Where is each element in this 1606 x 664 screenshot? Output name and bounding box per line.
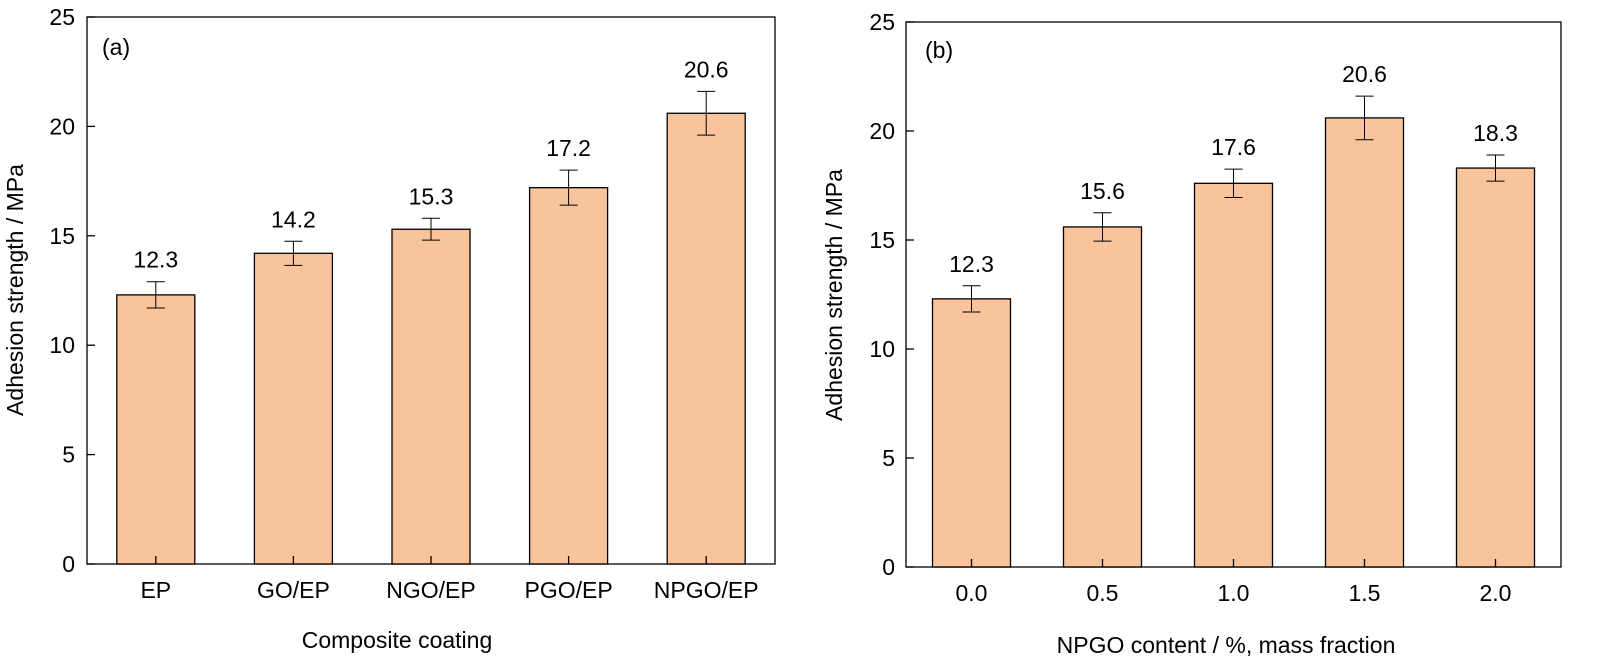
bar-b-0: [931, 298, 1012, 568]
error-bar-a-3: [559, 169, 578, 206]
chart-panel-a: 12.3 14.2 15.3 17.2 20.6 0 5 10 15 20 25 EP GO/EP N…: [2, 4, 776, 653]
x-tick-label-a-1: GO/EP: [257, 577, 330, 603]
bar-b-3: [1324, 117, 1405, 568]
error-bar-b-0: [962, 285, 981, 313]
x-tick-label-b-0: 0.0: [956, 580, 988, 606]
x-axis-title-b: NPGO content / %, mass fraction: [1057, 632, 1396, 658]
x-tick-label-a-3: PGO/EP: [524, 577, 612, 603]
data-labels-b: 12.3 15.6 17.6 20.6 18.3: [949, 61, 1518, 277]
y-axis-title-b: Adhesion strength / MPa: [821, 169, 847, 421]
y-axis-title-a: Adhesion strength / MPa: [2, 164, 28, 416]
y-tick-label-b: 5: [882, 445, 895, 471]
bar-a-3: [528, 187, 609, 565]
data-label-b-1: 15.6: [1080, 178, 1125, 204]
bar-a-4: [666, 112, 746, 565]
x-tick-label-a-2: NGO/EP: [386, 577, 475, 603]
x-tick-label-b-3: 1.5: [1349, 580, 1381, 606]
error-bars-b: [962, 95, 1505, 313]
y-tick-label-b: 0: [882, 554, 895, 580]
x-axis-title-a: Composite coating: [302, 627, 493, 653]
y-tick-label-a: 15: [49, 223, 75, 249]
y-tick-label-a: 0: [62, 551, 75, 577]
x-axis-ticks-b: 0.0 0.5 1.0 1.5 2.0: [956, 559, 1512, 606]
error-bar-b-1: [1093, 212, 1112, 242]
y-tick-label-b: 15: [869, 227, 895, 253]
y-tick-label-b: 10: [869, 336, 895, 362]
data-label-a-4: 20.6: [684, 56, 729, 82]
bar-b-4: [1455, 167, 1536, 568]
y-tick-label-a: 5: [62, 442, 75, 468]
data-label-a-3: 17.2: [546, 135, 591, 161]
error-bars-a: [146, 90, 716, 309]
y-tick-label-a: 25: [49, 4, 75, 30]
error-bar-a-1: [284, 240, 303, 266]
bars-b: [931, 117, 1536, 568]
bar-b-2: [1193, 182, 1274, 568]
y-axis-ticks-b: 0 5 10 15 20 25: [869, 9, 914, 580]
y-tick-label-b: 25: [869, 9, 895, 35]
x-tick-label-a-0: EP: [140, 577, 171, 603]
error-bar-b-2: [1224, 168, 1243, 198]
x-tick-label-b-1: 0.5: [1087, 580, 1119, 606]
error-bar-b-3: [1355, 95, 1374, 141]
error-bar-a-4: [697, 90, 716, 136]
bar-a-1: [253, 252, 334, 565]
x-tick-label-b-4: 2.0: [1480, 580, 1512, 606]
y-axis-ticks-a: 0 5 10 15 20 25: [49, 4, 95, 577]
x-axis-ticks-a: EP GO/EP NGO/EP PGO/EP NPGO/EP: [140, 556, 759, 603]
panel-label-b: (b): [925, 37, 953, 63]
panel-label-a: (a): [102, 34, 130, 60]
bar-a-2: [391, 228, 471, 565]
x-tick-label-a-4: NPGO/EP: [654, 577, 759, 603]
error-bar-b-4: [1486, 154, 1505, 182]
y-tick-label-b: 20: [869, 118, 895, 144]
data-label-b-4: 18.3: [1473, 120, 1518, 146]
data-label-b-3: 20.6: [1342, 61, 1387, 87]
error-bar-a-2: [422, 217, 440, 241]
y-tick-label-a: 20: [49, 113, 75, 139]
bars-a: [116, 112, 746, 565]
data-label-a-2: 15.3: [409, 183, 454, 209]
chart-panel-b: 12.3 15.6 17.6 20.6 18.3 0 5 10 15 20 25 0.0 0.5 1.…: [821, 9, 1562, 658]
data-labels-a: 12.3 14.2 15.3 17.2 20.6: [133, 56, 728, 272]
bar-a-0: [116, 294, 196, 565]
error-bar-a-0: [146, 281, 165, 309]
bar-b-1: [1062, 226, 1143, 568]
data-label-a-1: 14.2: [271, 206, 316, 232]
data-label-a-0: 12.3: [133, 247, 178, 273]
y-tick-label-a: 10: [49, 332, 75, 358]
data-label-b-0: 12.3: [949, 251, 994, 277]
x-tick-label-b-2: 1.0: [1218, 580, 1250, 606]
data-label-b-2: 17.6: [1211, 134, 1256, 160]
